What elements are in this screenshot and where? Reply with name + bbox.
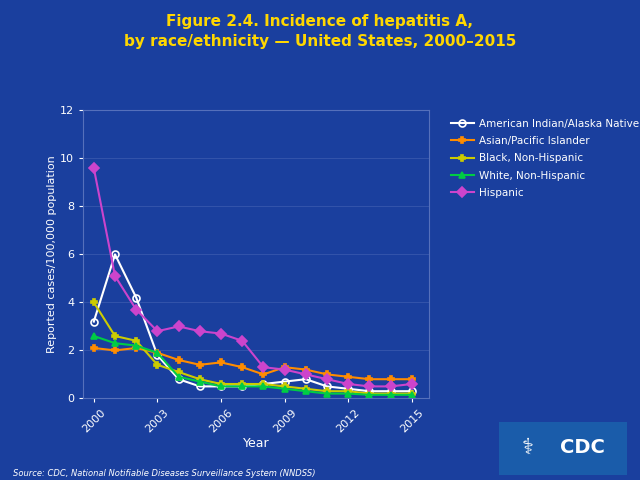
X-axis label: Year: Year bbox=[243, 437, 269, 450]
American Indian/Alaska Native bbox=[365, 388, 373, 394]
Black, Non-Hispanic bbox=[408, 391, 415, 396]
Asian/Pacific Islander bbox=[90, 345, 98, 351]
White, Non-Hispanic bbox=[281, 386, 289, 392]
American Indian/Alaska Native bbox=[132, 295, 140, 300]
Asian/Pacific Islander bbox=[365, 376, 373, 382]
White, Non-Hispanic bbox=[260, 384, 268, 389]
Black, Non-Hispanic bbox=[238, 381, 246, 387]
Asian/Pacific Islander bbox=[323, 372, 331, 377]
Line: Asian/Pacific Islander: Asian/Pacific Islander bbox=[90, 345, 415, 383]
White, Non-Hispanic bbox=[217, 384, 225, 389]
Hispanic bbox=[111, 273, 119, 279]
Asian/Pacific Islander bbox=[238, 364, 246, 370]
Asian/Pacific Islander bbox=[154, 350, 161, 356]
American Indian/Alaska Native bbox=[154, 352, 161, 358]
Black, Non-Hispanic bbox=[344, 388, 352, 394]
White, Non-Hispanic bbox=[408, 392, 415, 397]
Legend: American Indian/Alaska Native, Asian/Pacific Islander, Black, Non-Hispanic, Whit: American Indian/Alaska Native, Asian/Pac… bbox=[448, 116, 640, 201]
White, Non-Hispanic bbox=[132, 343, 140, 348]
Asian/Pacific Islander bbox=[387, 376, 394, 382]
Hispanic bbox=[387, 384, 394, 389]
White, Non-Hispanic bbox=[154, 350, 161, 356]
Hispanic bbox=[175, 324, 182, 329]
Line: American Indian/Alaska Native: American Indian/Alaska Native bbox=[90, 251, 415, 395]
Hispanic bbox=[365, 384, 373, 389]
Asian/Pacific Islander bbox=[196, 362, 204, 368]
Asian/Pacific Islander bbox=[217, 360, 225, 365]
White, Non-Hispanic bbox=[196, 379, 204, 384]
White, Non-Hispanic bbox=[365, 392, 373, 397]
American Indian/Alaska Native bbox=[408, 388, 415, 394]
Black, Non-Hispanic bbox=[196, 376, 204, 382]
White, Non-Hispanic bbox=[175, 374, 182, 380]
American Indian/Alaska Native bbox=[90, 319, 98, 324]
Text: CDC: CDC bbox=[560, 438, 605, 457]
Black, Non-Hispanic bbox=[387, 391, 394, 396]
Hispanic bbox=[217, 331, 225, 336]
White, Non-Hispanic bbox=[302, 388, 310, 394]
White, Non-Hispanic bbox=[90, 333, 98, 339]
Line: Black, Non-Hispanic: Black, Non-Hispanic bbox=[90, 299, 415, 397]
Text: Figure 2.4. Incidence of hepatitis A,
by race/ethnicity — United States, 2000–20: Figure 2.4. Incidence of hepatitis A, by… bbox=[124, 14, 516, 49]
Asian/Pacific Islander bbox=[281, 364, 289, 370]
American Indian/Alaska Native bbox=[260, 381, 268, 387]
Asian/Pacific Islander bbox=[132, 345, 140, 351]
Asian/Pacific Islander bbox=[111, 348, 119, 353]
Hispanic bbox=[196, 328, 204, 334]
Line: Hispanic: Hispanic bbox=[90, 165, 415, 390]
American Indian/Alaska Native bbox=[323, 384, 331, 389]
Hispanic bbox=[323, 376, 331, 382]
Black, Non-Hispanic bbox=[132, 338, 140, 344]
Hispanic bbox=[132, 307, 140, 312]
Asian/Pacific Islander bbox=[344, 374, 352, 380]
Hispanic bbox=[281, 367, 289, 372]
Black, Non-Hispanic bbox=[260, 381, 268, 387]
Black, Non-Hispanic bbox=[154, 362, 161, 368]
Black, Non-Hispanic bbox=[323, 388, 331, 394]
American Indian/Alaska Native bbox=[344, 386, 352, 392]
Text: Source: CDC, National Notifiable Diseases Surveillance System (NNDSS): Source: CDC, National Notifiable Disease… bbox=[13, 468, 316, 478]
Black, Non-Hispanic bbox=[365, 391, 373, 396]
Text: ⚕: ⚕ bbox=[522, 438, 533, 458]
White, Non-Hispanic bbox=[238, 384, 246, 389]
Hispanic bbox=[238, 338, 246, 344]
Hispanic bbox=[408, 381, 415, 387]
Asian/Pacific Islander bbox=[260, 372, 268, 377]
American Indian/Alaska Native bbox=[387, 388, 394, 394]
Hispanic bbox=[90, 165, 98, 171]
American Indian/Alaska Native bbox=[196, 384, 204, 389]
FancyBboxPatch shape bbox=[490, 419, 636, 479]
Hispanic bbox=[260, 364, 268, 370]
Y-axis label: Reported cases/100,000 population: Reported cases/100,000 population bbox=[47, 156, 57, 353]
Black, Non-Hispanic bbox=[281, 384, 289, 389]
American Indian/Alaska Native bbox=[302, 376, 310, 382]
American Indian/Alaska Native bbox=[281, 379, 289, 384]
Hispanic bbox=[344, 381, 352, 387]
American Indian/Alaska Native bbox=[217, 384, 225, 389]
American Indian/Alaska Native bbox=[175, 376, 182, 382]
Hispanic bbox=[154, 328, 161, 334]
White, Non-Hispanic bbox=[323, 391, 331, 396]
Line: White, Non-Hispanic: White, Non-Hispanic bbox=[90, 333, 415, 398]
Asian/Pacific Islander bbox=[408, 376, 415, 382]
Black, Non-Hispanic bbox=[302, 386, 310, 392]
American Indian/Alaska Native bbox=[111, 252, 119, 257]
American Indian/Alaska Native bbox=[238, 384, 246, 389]
Hispanic bbox=[302, 372, 310, 377]
Black, Non-Hispanic bbox=[111, 333, 119, 339]
Black, Non-Hispanic bbox=[90, 300, 98, 305]
White, Non-Hispanic bbox=[387, 392, 394, 397]
Asian/Pacific Islander bbox=[175, 357, 182, 363]
White, Non-Hispanic bbox=[344, 391, 352, 396]
Asian/Pacific Islander bbox=[302, 367, 310, 372]
White, Non-Hispanic bbox=[111, 340, 119, 346]
Black, Non-Hispanic bbox=[175, 369, 182, 375]
Black, Non-Hispanic bbox=[217, 381, 225, 387]
